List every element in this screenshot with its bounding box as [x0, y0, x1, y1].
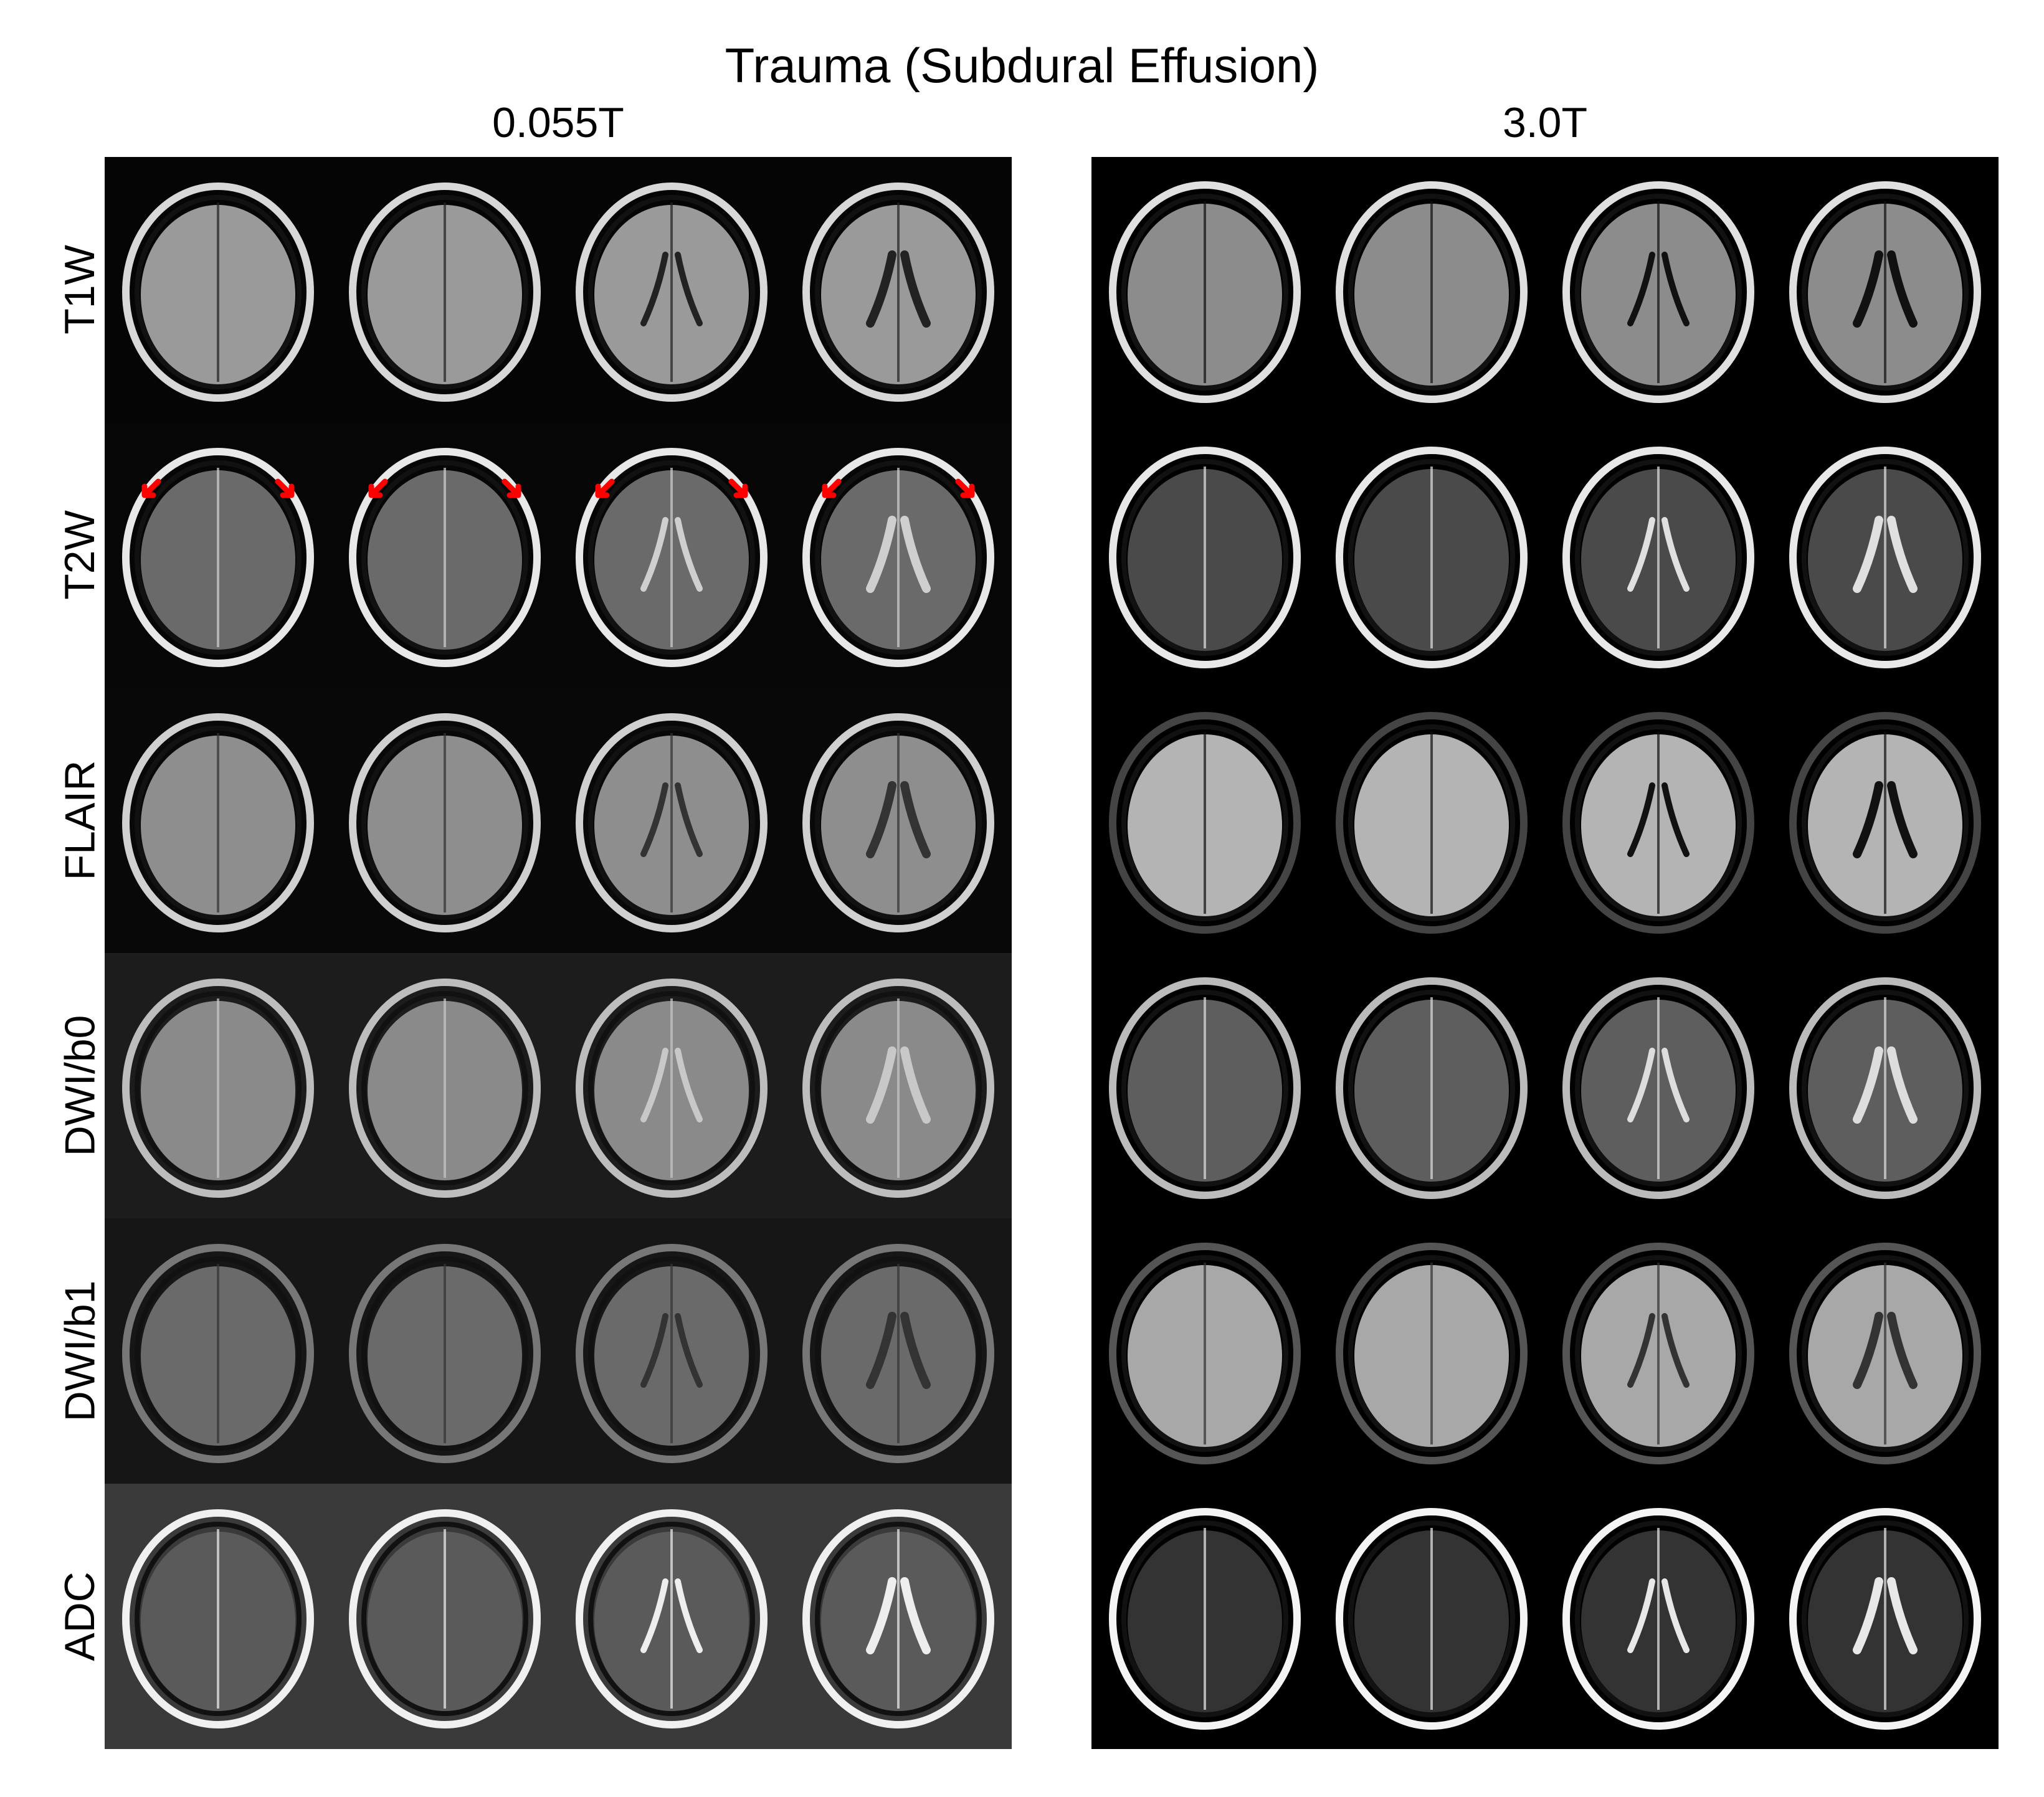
mri-slice-flair-2	[1336, 712, 1528, 934]
mri-slice-t2w-2	[1336, 447, 1528, 668]
row-label-dwib1: DWI/b1	[55, 1280, 103, 1422]
mri-slice-t2w-3	[576, 448, 768, 667]
mri-slice-t1w-4	[1789, 181, 1981, 403]
panel-label-low-field: 0.055T	[492, 99, 624, 146]
mri-slice-adc-2	[1336, 1508, 1528, 1730]
mri-slice-t2w-1	[122, 448, 314, 667]
mri-slice-t2w-4	[802, 448, 994, 667]
row-label-adc: ADC	[55, 1572, 103, 1661]
red-arrow-icon	[141, 478, 161, 498]
panel-3T-images	[1091, 157, 1999, 1749]
mri-slice-flair-4	[802, 713, 994, 932]
red-arrow-icon	[595, 478, 615, 498]
mri-slice-dwib1-3	[576, 1244, 768, 1463]
mri-slice-t1w-2	[349, 183, 541, 402]
mri-slice-flair-3	[1562, 712, 1754, 934]
mri-slice-adc-1	[122, 1509, 314, 1728]
row-label-t1w: T1W	[55, 245, 103, 334]
mri-slice-dwib0-1	[122, 979, 314, 1198]
mri-slice-flair-4	[1789, 712, 1981, 934]
figure-title: Trauma (Subdural Effusion)	[725, 38, 1319, 93]
image-grid	[105, 157, 1012, 1749]
mri-slice-adc-3	[576, 1509, 768, 1728]
mri-slice-dwib0-1	[1109, 977, 1301, 1199]
red-arrow-icon	[822, 478, 842, 498]
red-arrow-icon	[275, 478, 295, 498]
mri-slice-adc-1	[1109, 1508, 1301, 1730]
mri-slice-dwib0-3	[1562, 977, 1754, 1199]
mri-slice-t1w-3	[576, 183, 768, 402]
red-arrow-icon	[368, 478, 388, 498]
mri-slice-adc-4	[802, 1509, 994, 1728]
mri-slice-t2w-3	[1562, 447, 1754, 668]
mri-slice-t2w-4	[1789, 447, 1981, 668]
row-label-flair: FLAIR	[55, 760, 103, 881]
mri-slice-dwib1-3	[1562, 1243, 1754, 1464]
mri-slice-dwib0-4	[1789, 977, 1981, 1199]
image-grid	[1091, 157, 1999, 1749]
mri-slice-t1w-1	[1109, 181, 1301, 403]
mri-slice-dwib0-2	[349, 979, 541, 1198]
red-arrow-icon	[955, 478, 975, 498]
panel-0055T-images	[105, 157, 1012, 1749]
mri-slice-dwib0-4	[802, 979, 994, 1198]
mri-slice-adc-3	[1562, 1508, 1754, 1730]
mri-slice-dwib1-1	[1109, 1243, 1301, 1464]
mri-slice-flair-3	[576, 713, 768, 932]
mri-slice-t2w-1	[1109, 447, 1301, 668]
mri-slice-dwib1-2	[1336, 1243, 1528, 1464]
mri-slice-dwib0-3	[576, 979, 768, 1198]
mri-slice-t1w-3	[1562, 181, 1754, 403]
panel-label-high-field: 3.0T	[1502, 99, 1588, 146]
mri-slice-flair-1	[1109, 712, 1301, 934]
mri-slice-dwib1-4	[802, 1244, 994, 1463]
row-label-dwib0: DWI/b0	[55, 1015, 103, 1157]
mri-slice-flair-2	[349, 713, 541, 932]
mri-slice-dwib1-1	[122, 1244, 314, 1463]
mri-slice-dwib1-2	[349, 1244, 541, 1463]
mri-slice-flair-1	[122, 713, 314, 932]
red-arrow-icon	[501, 478, 521, 498]
mri-slice-t1w-4	[802, 183, 994, 402]
mri-slice-dwib0-2	[1336, 977, 1528, 1199]
mri-slice-adc-2	[349, 1509, 541, 1728]
red-arrow-icon	[728, 478, 748, 498]
mri-slice-t1w-2	[1336, 181, 1528, 403]
mri-slice-dwib1-4	[1789, 1243, 1981, 1464]
mri-slice-adc-4	[1789, 1508, 1981, 1730]
row-label-t2w: T2W	[55, 510, 103, 600]
mri-slice-t2w-2	[349, 448, 541, 667]
mri-slice-t1w-1	[122, 183, 314, 402]
